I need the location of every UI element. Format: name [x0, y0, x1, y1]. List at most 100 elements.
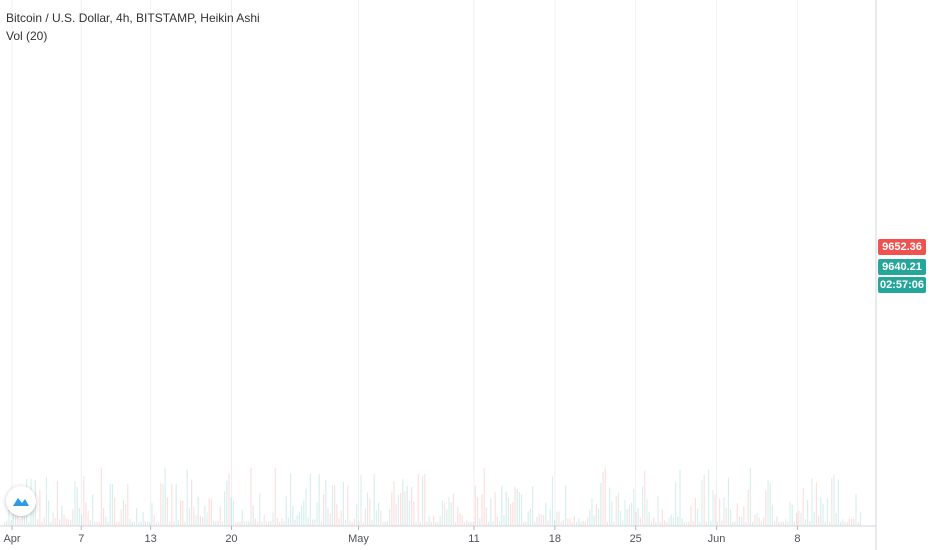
volume-bar [52, 512, 54, 526]
volume-bar [303, 500, 305, 526]
volume-bar [688, 521, 690, 526]
volume-bar [538, 513, 540, 526]
volume-bar [232, 501, 234, 526]
volume-bar [158, 521, 160, 526]
volume-indicator-label[interactable]: Vol (20) [6, 29, 48, 43]
volume-bar [694, 497, 696, 526]
time-tick-label: Apr [3, 533, 20, 545]
symbol-title[interactable]: Bitcoin / U.S. Dollar, 4h, BITSTAMP, Hei… [6, 11, 260, 25]
volume-bar [129, 519, 131, 526]
volume-bar [4, 522, 6, 526]
volume-bar [853, 518, 855, 526]
time-tick-label: 25 [630, 533, 642, 545]
volume-bar [690, 505, 692, 526]
volume-bar [776, 516, 778, 526]
volume-bar [483, 468, 485, 526]
volume-bar [635, 511, 637, 526]
volume-bar [782, 521, 784, 526]
volume-bar [411, 487, 413, 526]
volume-bar [54, 517, 56, 526]
volume-bar [714, 494, 716, 526]
volume-bar [710, 520, 712, 526]
volume-bar [50, 521, 52, 526]
volume-bar [186, 469, 188, 526]
volume-bar [195, 515, 197, 526]
volume-bar [692, 520, 694, 526]
volume-bar [510, 503, 512, 526]
volume-bar [169, 521, 171, 526]
volume-bar [593, 515, 595, 526]
volume-bar [215, 521, 217, 526]
volume-bar [413, 501, 415, 526]
volume-bar [360, 475, 362, 526]
volume-bar [191, 479, 193, 526]
volume-bar [419, 521, 421, 526]
volume-bar [712, 489, 714, 526]
volume-bar [785, 519, 787, 526]
volume-bar [243, 521, 245, 526]
volume-bar [435, 521, 437, 526]
volume-bar [329, 513, 331, 526]
volume-bar [415, 521, 417, 526]
bar-countdown-tag: 02:57:06 [878, 277, 926, 293]
volume-bar [516, 488, 518, 526]
volume-bar [41, 521, 43, 526]
volume-bar [133, 522, 135, 526]
volume-bar [257, 521, 259, 526]
volume-bar [305, 488, 307, 526]
volume-bar [353, 518, 355, 526]
volume-bar [842, 519, 844, 526]
volume-bar [804, 519, 806, 526]
volume-bar [307, 517, 309, 526]
volume-bar [833, 474, 835, 526]
volume-bar [763, 517, 765, 526]
volume-bar [463, 521, 465, 526]
volume-bar [492, 521, 494, 526]
volume-bar [125, 504, 127, 526]
volume-bar [301, 505, 303, 526]
volume-bar [501, 485, 503, 526]
volume-bar [142, 512, 144, 526]
volume-bar [19, 519, 21, 526]
volume-bar [800, 512, 802, 526]
volume-bar [373, 474, 375, 526]
volume-bar [136, 507, 138, 526]
volume-bar [316, 502, 318, 526]
volume-bar [268, 521, 270, 526]
volume-bar [149, 521, 151, 526]
volume-bar [789, 501, 791, 526]
volume-bar [367, 492, 369, 526]
time-axis[interactable]: Apr 7 13 20 May 11 18 25 Jun 8 [3, 526, 800, 545]
volume-bar [738, 516, 740, 526]
volume-bar [505, 491, 507, 526]
volume-bar [633, 488, 635, 526]
volume-bar [109, 483, 111, 526]
volume-bar [681, 518, 683, 526]
volume-bar [111, 483, 113, 526]
volume-bar [732, 521, 734, 526]
volume-bar [496, 516, 498, 526]
volume-bar [523, 521, 525, 526]
volume-bar [433, 515, 435, 526]
volume-bar [824, 522, 826, 526]
tradingview-logo-icon[interactable] [6, 486, 36, 516]
volume-bar [637, 508, 639, 526]
volume-bar [45, 476, 47, 526]
time-tick-label: 7 [78, 533, 84, 545]
volume-bar [193, 507, 195, 526]
volume-bar [507, 497, 509, 526]
volume-bar [686, 521, 688, 526]
volume-bar [668, 517, 670, 526]
volume-bar [72, 509, 74, 526]
volume-bar [719, 498, 721, 526]
volume-bar [562, 519, 564, 526]
volume-bar [650, 521, 652, 526]
volume-bar [558, 511, 560, 526]
volume-bar [81, 514, 83, 526]
volume-bar [402, 479, 404, 526]
volume-bar [771, 504, 773, 526]
volume-bar [622, 520, 624, 526]
volume-bar [796, 513, 798, 526]
volume-bar [846, 521, 848, 526]
